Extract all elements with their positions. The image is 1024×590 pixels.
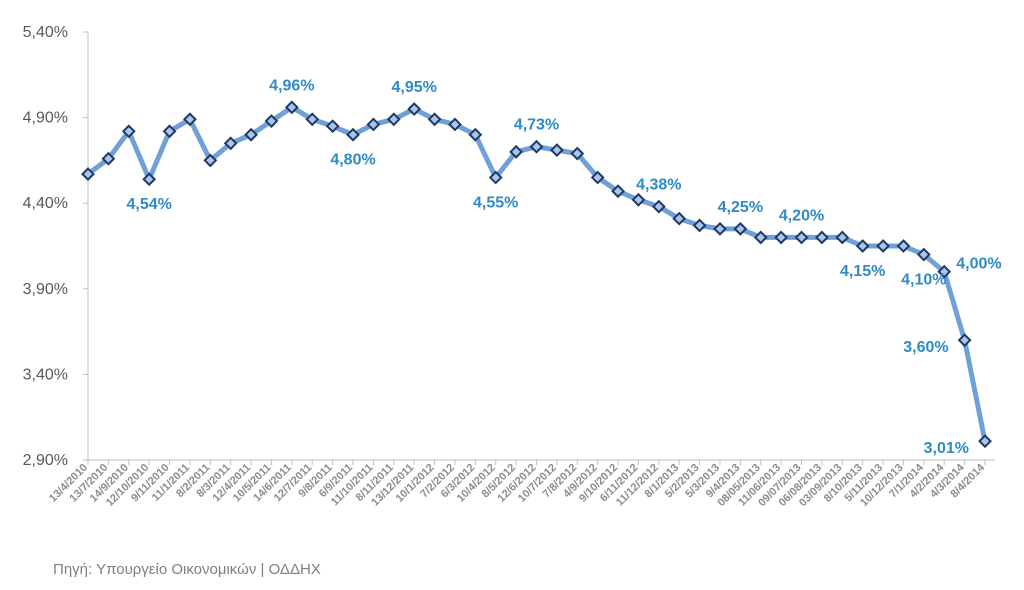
data-point: [631, 192, 646, 207]
data-point: [223, 136, 238, 151]
data-point: [713, 221, 727, 236]
data-point: [183, 112, 197, 127]
data-point: [121, 124, 136, 139]
y-ticks: 5,40% 4,90% 4,40% 3,90% 3,40% 2,90%: [23, 24, 88, 469]
data-point: [488, 170, 503, 185]
data-label: 4,25%: [718, 199, 763, 216]
data-point: [570, 146, 585, 161]
data-point: [855, 239, 870, 253]
data-point: [672, 211, 687, 226]
data-point: [549, 143, 564, 158]
y-tick-label: 2,90%: [23, 452, 68, 469]
data-point: [529, 139, 544, 154]
data-point: [509, 144, 524, 159]
data-point: [346, 127, 360, 142]
source-note: Πηγή: Υπουργείο Οικονομικών | ΟΔΔΗΧ: [53, 561, 321, 578]
data-labels: 4,54% 4,96% 4,80% 4,95% 4,55% 4,73% 4,38% 4,25%…: [126, 77, 1001, 457]
data-label: 4,10%: [901, 272, 946, 289]
data-label: 4,54%: [126, 196, 171, 213]
data-point: [896, 239, 911, 253]
data-point: [835, 230, 850, 245]
y-tick-label: 3,90%: [23, 281, 68, 298]
data-point: [774, 230, 789, 245]
data-label: 4,15%: [840, 263, 885, 280]
data-point: [264, 114, 279, 128]
data-point: [162, 124, 177, 139]
data-point: [651, 199, 666, 214]
markers: [81, 100, 992, 449]
data-label: 3,01%: [924, 440, 969, 457]
data-label: 4,95%: [391, 79, 436, 96]
data-label: 4,96%: [269, 77, 314, 94]
data-point: [142, 172, 157, 187]
data-label: 4,73%: [514, 117, 559, 134]
data-point: [611, 184, 625, 199]
data-point: [794, 230, 809, 245]
data-point: [203, 153, 218, 168]
data-point: [244, 127, 259, 142]
data-point: [81, 167, 95, 182]
data-label: 3,60%: [903, 339, 948, 356]
data-point: [978, 434, 992, 449]
data-point: [937, 264, 952, 279]
y-tick-label: 4,90%: [23, 110, 68, 127]
data-point: [325, 119, 340, 134]
data-label: 4,00%: [956, 256, 1001, 273]
data-point: [916, 247, 931, 262]
data-point: [305, 112, 320, 127]
data-label: 4,80%: [330, 152, 375, 169]
data-point: [590, 170, 605, 185]
line-chart: 5,40% 4,90% 4,40% 3,90% 3,40% 2,90% 13/4/2010…: [23, 24, 1002, 509]
data-label: 4,20%: [779, 207, 824, 224]
data-point: [366, 117, 381, 132]
data-point: [386, 112, 401, 127]
x-ticks: 13/4/201013/7/201014/9/201012/10/20109/1…: [47, 460, 988, 509]
data-point: [692, 218, 707, 233]
data-point: [427, 112, 442, 127]
data-point: [753, 230, 768, 245]
data-point: [876, 239, 890, 253]
data-label: 4,38%: [636, 177, 681, 194]
data-point: [733, 221, 748, 236]
data-point: [407, 102, 422, 116]
y-tick-label: 4,40%: [23, 195, 68, 212]
data-point: [814, 230, 829, 245]
data-point: [101, 151, 116, 166]
y-tick-label: 3,40%: [23, 366, 68, 383]
y-tick-label: 5,40%: [23, 24, 68, 41]
data-point: [957, 333, 972, 348]
data-label: 4,55%: [473, 195, 518, 212]
data-point: [448, 117, 462, 132]
data-point: [284, 100, 299, 115]
data-point: [468, 127, 483, 142]
